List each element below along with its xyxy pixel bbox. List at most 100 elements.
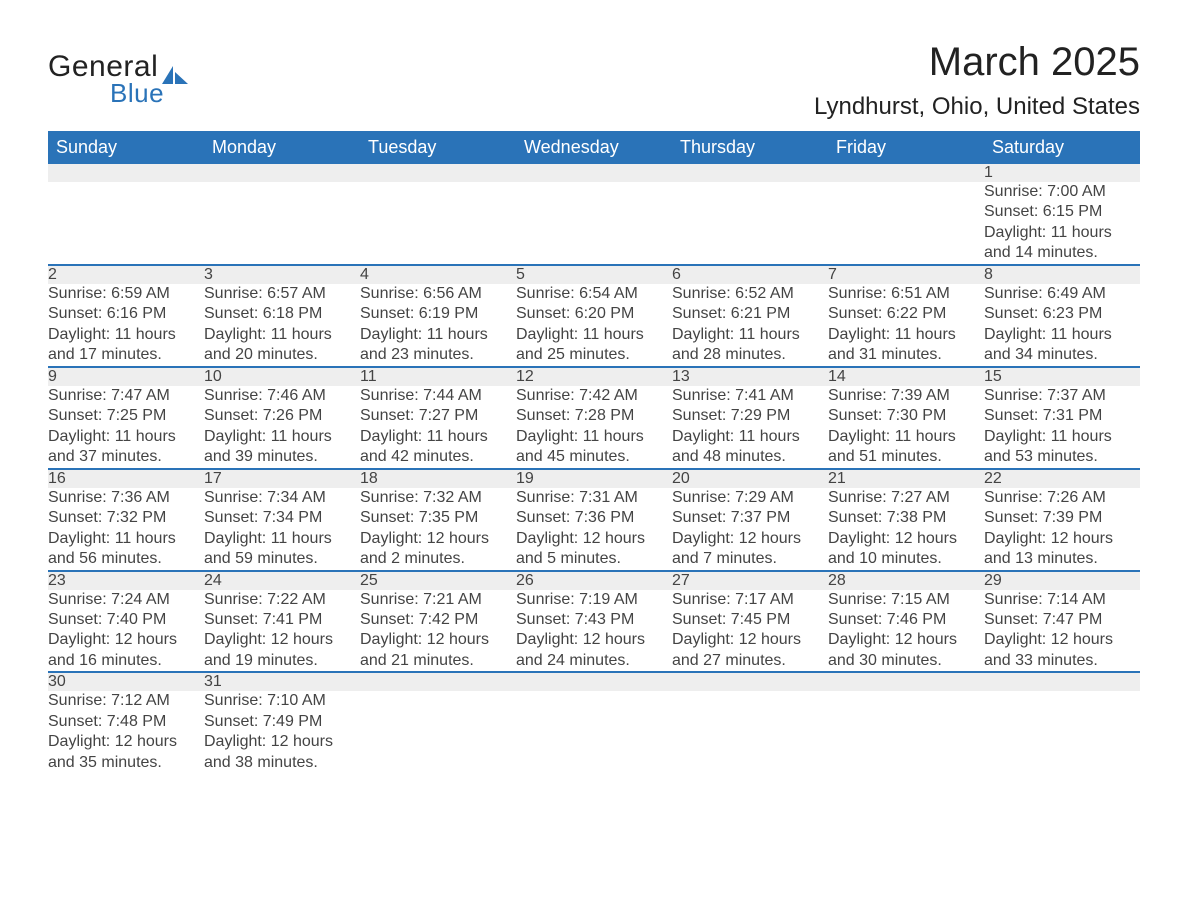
month-title: March 2025 bbox=[814, 40, 1140, 85]
day-cell bbox=[516, 691, 672, 773]
day-cell: Sunrise: 7:39 AMSunset: 7:30 PMDaylight:… bbox=[828, 386, 984, 469]
sunrise-line: Sunrise: 7:31 AM bbox=[516, 488, 672, 508]
daylight-line: Daylight: 12 hours and 35 minutes. bbox=[48, 732, 204, 773]
daylight-line: Daylight: 11 hours and 23 minutes. bbox=[360, 325, 516, 366]
sunset-line: Sunset: 7:32 PM bbox=[48, 508, 204, 528]
sunrise-line: Sunrise: 6:56 AM bbox=[360, 284, 516, 304]
day-cell bbox=[360, 182, 516, 265]
day-cell bbox=[48, 182, 204, 265]
day-number bbox=[48, 164, 204, 182]
day-number: 6 bbox=[672, 265, 828, 284]
daylight-line: Daylight: 11 hours and 45 minutes. bbox=[516, 427, 672, 468]
sunset-line: Sunset: 6:23 PM bbox=[984, 304, 1140, 324]
daylight-line: Daylight: 11 hours and 39 minutes. bbox=[204, 427, 360, 468]
daylight-line: Daylight: 12 hours and 30 minutes. bbox=[828, 630, 984, 671]
day-cell: Sunrise: 7:44 AMSunset: 7:27 PMDaylight:… bbox=[360, 386, 516, 469]
daylight-line: Daylight: 12 hours and 16 minutes. bbox=[48, 630, 204, 671]
day-number bbox=[360, 672, 516, 691]
sunset-line: Sunset: 7:43 PM bbox=[516, 610, 672, 630]
sunset-line: Sunset: 7:42 PM bbox=[360, 610, 516, 630]
day-cell: Sunrise: 7:10 AMSunset: 7:49 PMDaylight:… bbox=[204, 691, 360, 773]
sunset-line: Sunset: 7:34 PM bbox=[204, 508, 360, 528]
day-number: 4 bbox=[360, 265, 516, 284]
day-body-row: Sunrise: 6:59 AMSunset: 6:16 PMDaylight:… bbox=[48, 284, 1140, 367]
daylight-line: Daylight: 12 hours and 21 minutes. bbox=[360, 630, 516, 671]
day-number bbox=[360, 164, 516, 182]
sunrise-line: Sunrise: 7:37 AM bbox=[984, 386, 1140, 406]
sunrise-line: Sunrise: 7:46 AM bbox=[204, 386, 360, 406]
day-number: 1 bbox=[984, 164, 1140, 182]
sunrise-line: Sunrise: 6:52 AM bbox=[672, 284, 828, 304]
day-cell: Sunrise: 6:49 AMSunset: 6:23 PMDaylight:… bbox=[984, 284, 1140, 367]
day-header: Wednesday bbox=[516, 131, 672, 164]
day-cell: Sunrise: 7:41 AMSunset: 7:29 PMDaylight:… bbox=[672, 386, 828, 469]
day-number bbox=[516, 164, 672, 182]
day-header: Monday bbox=[204, 131, 360, 164]
sunrise-line: Sunrise: 7:14 AM bbox=[984, 590, 1140, 610]
sunset-line: Sunset: 7:26 PM bbox=[204, 406, 360, 426]
sunset-line: Sunset: 7:36 PM bbox=[516, 508, 672, 528]
day-number: 2 bbox=[48, 265, 204, 284]
day-cell bbox=[672, 691, 828, 773]
day-cell: Sunrise: 7:19 AMSunset: 7:43 PMDaylight:… bbox=[516, 590, 672, 673]
day-number: 21 bbox=[828, 469, 984, 488]
day-cell: Sunrise: 7:00 AMSunset: 6:15 PMDaylight:… bbox=[984, 182, 1140, 265]
day-number: 9 bbox=[48, 367, 204, 386]
sunrise-line: Sunrise: 6:57 AM bbox=[204, 284, 360, 304]
day-cell: Sunrise: 7:14 AMSunset: 7:47 PMDaylight:… bbox=[984, 590, 1140, 673]
day-number: 3 bbox=[204, 265, 360, 284]
daylight-line: Daylight: 11 hours and 28 minutes. bbox=[672, 325, 828, 366]
sunrise-line: Sunrise: 7:32 AM bbox=[360, 488, 516, 508]
daylight-line: Daylight: 12 hours and 10 minutes. bbox=[828, 529, 984, 570]
daylight-line: Daylight: 12 hours and 19 minutes. bbox=[204, 630, 360, 671]
day-cell: Sunrise: 7:31 AMSunset: 7:36 PMDaylight:… bbox=[516, 488, 672, 571]
sunrise-line: Sunrise: 7:41 AM bbox=[672, 386, 828, 406]
day-cell: Sunrise: 6:56 AMSunset: 6:19 PMDaylight:… bbox=[360, 284, 516, 367]
day-number-row: 23242526272829 bbox=[48, 571, 1140, 590]
sunset-line: Sunset: 7:31 PM bbox=[984, 406, 1140, 426]
day-cell: Sunrise: 7:24 AMSunset: 7:40 PMDaylight:… bbox=[48, 590, 204, 673]
daylight-line: Daylight: 11 hours and 53 minutes. bbox=[984, 427, 1140, 468]
sunset-line: Sunset: 7:41 PM bbox=[204, 610, 360, 630]
day-number bbox=[672, 164, 828, 182]
day-number: 20 bbox=[672, 469, 828, 488]
day-number-row: 3031 bbox=[48, 672, 1140, 691]
daylight-line: Daylight: 11 hours and 25 minutes. bbox=[516, 325, 672, 366]
sunset-line: Sunset: 7:47 PM bbox=[984, 610, 1140, 630]
daylight-line: Daylight: 11 hours and 37 minutes. bbox=[48, 427, 204, 468]
daylight-line: Daylight: 11 hours and 17 minutes. bbox=[48, 325, 204, 366]
sunset-line: Sunset: 6:22 PM bbox=[828, 304, 984, 324]
sunrise-line: Sunrise: 7:39 AM bbox=[828, 386, 984, 406]
daylight-line: Daylight: 11 hours and 31 minutes. bbox=[828, 325, 984, 366]
day-cell: Sunrise: 7:21 AMSunset: 7:42 PMDaylight:… bbox=[360, 590, 516, 673]
day-cell bbox=[672, 182, 828, 265]
day-cell: Sunrise: 6:52 AMSunset: 6:21 PMDaylight:… bbox=[672, 284, 828, 367]
day-cell bbox=[828, 182, 984, 265]
sunrise-line: Sunrise: 7:34 AM bbox=[204, 488, 360, 508]
day-number: 11 bbox=[360, 367, 516, 386]
daylight-line: Daylight: 12 hours and 38 minutes. bbox=[204, 732, 360, 773]
day-number: 13 bbox=[672, 367, 828, 386]
day-cell: Sunrise: 7:32 AMSunset: 7:35 PMDaylight:… bbox=[360, 488, 516, 571]
sunrise-line: Sunrise: 7:36 AM bbox=[48, 488, 204, 508]
sunrise-line: Sunrise: 7:44 AM bbox=[360, 386, 516, 406]
day-number: 12 bbox=[516, 367, 672, 386]
sunset-line: Sunset: 7:35 PM bbox=[360, 508, 516, 528]
sunrise-line: Sunrise: 7:21 AM bbox=[360, 590, 516, 610]
day-number: 15 bbox=[984, 367, 1140, 386]
title-block: March 2025 Lyndhurst, Ohio, United State… bbox=[814, 40, 1140, 121]
day-cell bbox=[360, 691, 516, 773]
daylight-line: Daylight: 11 hours and 14 minutes. bbox=[984, 223, 1140, 264]
daylight-line: Daylight: 11 hours and 42 minutes. bbox=[360, 427, 516, 468]
day-cell: Sunrise: 6:51 AMSunset: 6:22 PMDaylight:… bbox=[828, 284, 984, 367]
sunrise-line: Sunrise: 7:42 AM bbox=[516, 386, 672, 406]
day-cell: Sunrise: 7:47 AMSunset: 7:25 PMDaylight:… bbox=[48, 386, 204, 469]
day-body-row: Sunrise: 7:47 AMSunset: 7:25 PMDaylight:… bbox=[48, 386, 1140, 469]
day-cell: Sunrise: 6:59 AMSunset: 6:16 PMDaylight:… bbox=[48, 284, 204, 367]
day-number: 10 bbox=[204, 367, 360, 386]
day-number bbox=[984, 672, 1140, 691]
sunrise-line: Sunrise: 7:00 AM bbox=[984, 182, 1140, 202]
sunset-line: Sunset: 7:38 PM bbox=[828, 508, 984, 528]
sunrise-line: Sunrise: 6:49 AM bbox=[984, 284, 1140, 304]
day-cell: Sunrise: 7:15 AMSunset: 7:46 PMDaylight:… bbox=[828, 590, 984, 673]
